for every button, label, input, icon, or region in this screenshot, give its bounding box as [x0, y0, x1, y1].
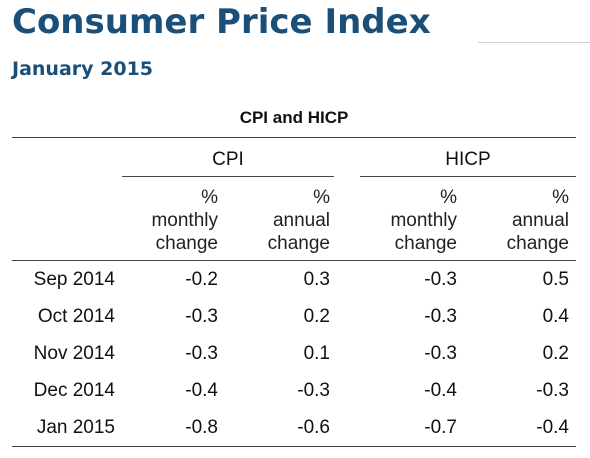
cell-cpi-monthly: -0.3 — [185, 306, 218, 327]
cell-hicp-monthly: -0.3 — [424, 269, 457, 290]
cell-hicp-annual: -0.4 — [536, 417, 569, 438]
cell-cpi-annual: 0.1 — [303, 343, 330, 364]
row-label: Dec 2014 — [33, 380, 115, 401]
table-bottom-rule — [12, 446, 576, 447]
row-label: Oct 2014 — [37, 306, 115, 327]
title-divider — [478, 42, 590, 43]
cell-cpi-monthly: -0.8 — [185, 417, 218, 438]
group-label-hicp: HICP — [445, 149, 491, 170]
cell-cpi-monthly: -0.4 — [185, 380, 218, 401]
cell-cpi-annual: 0.3 — [303, 269, 330, 290]
cell-hicp-annual: 0.2 — [542, 343, 569, 364]
cell-cpi-monthly: -0.3 — [185, 343, 218, 364]
col-header-hicp-annual: % annual change — [506, 187, 569, 254]
cell-cpi-annual: 0.2 — [303, 306, 330, 327]
cell-hicp-monthly: -0.3 — [424, 306, 457, 327]
page-subtitle: January 2015 — [12, 58, 154, 80]
row-label: Sep 2014 — [33, 269, 115, 290]
table-top-rule — [12, 137, 576, 138]
page-title: Consumer Price Index — [12, 2, 431, 42]
cell-cpi-monthly: -0.2 — [185, 269, 218, 290]
table-caption: CPI and HICP — [239, 108, 349, 127]
col-header-cpi-monthly: % monthly change — [151, 187, 218, 254]
col-header-cpi-annual: % annual change — [267, 187, 330, 254]
group-rule-hicp — [360, 176, 576, 177]
group-rule-cpi — [122, 176, 334, 177]
cell-hicp-annual: -0.3 — [536, 380, 569, 401]
group-label-cpi: CPI — [212, 149, 244, 170]
header-bottom-rule — [12, 260, 576, 261]
row-label: Jan 2015 — [36, 417, 115, 438]
cell-cpi-annual: -0.3 — [297, 380, 330, 401]
col-header-hicp-monthly: % monthly change — [390, 187, 457, 254]
cell-hicp-annual: 0.5 — [542, 269, 569, 290]
cell-hicp-monthly: -0.3 — [424, 343, 457, 364]
cell-hicp-monthly: -0.7 — [424, 417, 457, 438]
cell-hicp-monthly: -0.4 — [424, 380, 457, 401]
cell-hicp-annual: 0.4 — [542, 306, 569, 327]
cell-cpi-annual: -0.6 — [297, 417, 330, 438]
row-label: Nov 2014 — [33, 343, 115, 364]
